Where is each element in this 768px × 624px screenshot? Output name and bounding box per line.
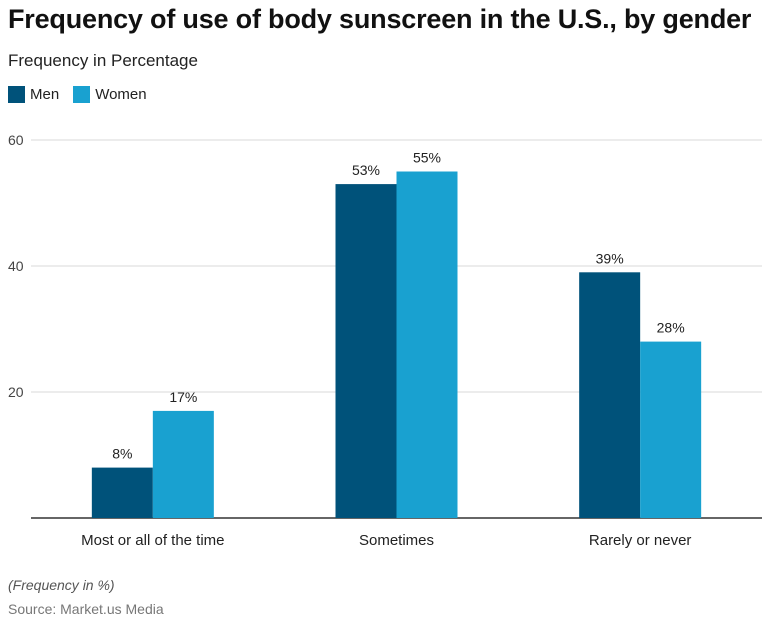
chart-title: Frequency of use of body sunscreen in th…	[8, 4, 752, 34]
legend-label-women: Women	[95, 86, 147, 103]
y-tick-label: 60	[8, 132, 24, 148]
data-label: 53%	[352, 162, 380, 178]
legend-item-women: Women	[73, 86, 147, 103]
bar-men	[91, 467, 153, 518]
legend-swatch-women	[73, 86, 91, 103]
legend-item-men: Men	[8, 86, 59, 103]
legend-swatch-men	[8, 86, 25, 103]
x-category-label: Rarely or never	[589, 532, 692, 549]
chart-subtitle: Frequency in Percentage	[8, 51, 198, 70]
data-label: 55%	[413, 150, 441, 166]
x-category-label: Most or all of the time	[81, 532, 224, 549]
bar-men	[335, 184, 397, 518]
data-label: 17%	[169, 389, 197, 405]
data-label: 39%	[596, 250, 624, 266]
bar-women	[152, 410, 214, 518]
legend-label-men: Men	[30, 86, 60, 103]
bar-women	[640, 341, 702, 518]
footer-note: (Frequency in %)	[8, 577, 115, 593]
y-tick-label: 40	[8, 258, 24, 274]
data-label: 8%	[112, 446, 132, 462]
x-category-label: Sometimes	[359, 532, 434, 549]
legend: Men Women	[8, 86, 161, 103]
footer-source: Source: Market.us Media	[8, 601, 164, 617]
bar-men	[579, 272, 641, 518]
bar-women	[396, 171, 458, 518]
data-label: 28%	[657, 320, 685, 336]
y-tick-label: 20	[8, 384, 24, 400]
